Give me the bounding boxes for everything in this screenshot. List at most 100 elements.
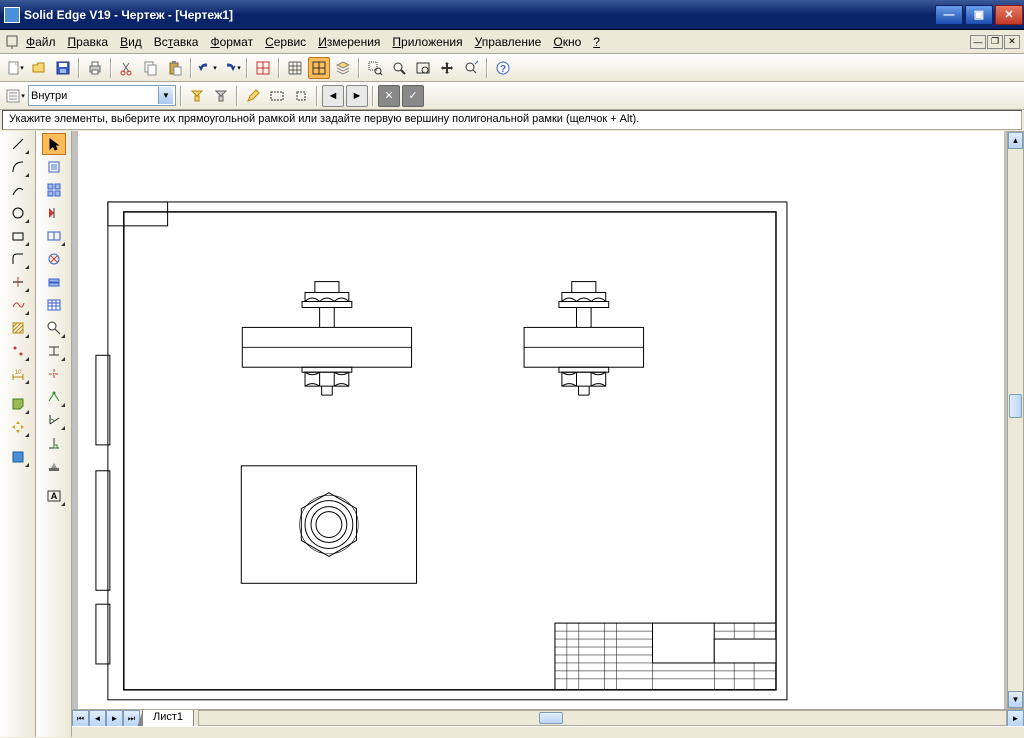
close-button[interactable]: ✕	[995, 5, 1023, 25]
menu-измерения[interactable]: Измерения	[312, 33, 386, 51]
window-title: Solid Edge V19 - Чертеж - [Чертеж1]	[24, 8, 934, 22]
angle-dim-tool[interactable]	[42, 409, 66, 431]
zoom-button[interactable]	[388, 57, 410, 79]
weld-tool[interactable]	[42, 455, 66, 477]
pan-button[interactable]	[436, 57, 458, 79]
paste-button[interactable]	[164, 57, 186, 79]
dimension-tool[interactable]: 10	[6, 363, 30, 385]
redo-button[interactable]: ▾	[220, 57, 242, 79]
select-rect-button[interactable]	[266, 85, 288, 107]
broken-view-tool[interactable]	[42, 248, 66, 270]
zoom-area-button[interactable]	[364, 57, 386, 79]
sheet-next[interactable]: ►	[106, 710, 123, 727]
menu-приложения[interactable]: Приложения	[386, 33, 468, 51]
filter-button-2[interactable]	[210, 85, 232, 107]
smart-dim-tool[interactable]	[42, 386, 66, 408]
mdi-restore[interactable]: ❐	[987, 35, 1003, 49]
line-tool[interactable]	[6, 133, 30, 155]
maximize-button[interactable]: ▣	[965, 5, 993, 25]
svg-text:?: ?	[500, 64, 506, 75]
section-tool[interactable]	[42, 202, 66, 224]
nav-right-button[interactable]: ►	[346, 85, 368, 107]
curve-tool[interactable]	[6, 294, 30, 316]
standard-toolbar: ▾ ▾ ▾ ?	[0, 54, 1024, 82]
edit-button[interactable]	[242, 85, 264, 107]
mdi-controls: ― ❐ ✕	[969, 35, 1020, 49]
arc-tool[interactable]	[6, 156, 30, 178]
text-tool[interactable]: A	[42, 485, 66, 507]
prompt-bar: Укажите элементы, выберите их прямоуголь…	[2, 110, 1022, 130]
print-button[interactable]	[84, 57, 106, 79]
trim-tool[interactable]	[6, 271, 30, 293]
connector-tool[interactable]	[42, 340, 66, 362]
grid-button[interactable]	[284, 57, 306, 79]
tangent-arc-tool[interactable]	[6, 179, 30, 201]
drawing-canvas[interactable]	[78, 131, 1004, 709]
filter-button-1[interactable]	[186, 85, 208, 107]
selection-options-button[interactable]: ▾	[4, 85, 26, 107]
menu-?[interactable]: ?	[587, 33, 606, 51]
help-button[interactable]: ?	[492, 57, 514, 79]
selection-mode-dropdown[interactable]: Внутри ▼	[28, 85, 176, 106]
perpendicular-tool[interactable]	[42, 432, 66, 454]
parts-list-tool[interactable]	[42, 179, 66, 201]
cancel-button[interactable]: ✕	[378, 85, 400, 107]
color-tool[interactable]	[6, 446, 30, 468]
undo-button[interactable]: ▾	[196, 57, 218, 79]
feature-toolbar: A	[36, 131, 72, 737]
detail-view-tool[interactable]	[42, 271, 66, 293]
new-button[interactable]: ▾	[4, 57, 26, 79]
menu-формат[interactable]: Формат	[204, 33, 259, 51]
sheet-tab[interactable]: Лист1	[142, 710, 194, 727]
sketch-button[interactable]	[252, 57, 274, 79]
point-tool[interactable]	[6, 340, 30, 362]
menu-сервис[interactable]: Сервис	[259, 33, 312, 51]
save-button[interactable]	[52, 57, 74, 79]
copy-button[interactable]	[140, 57, 162, 79]
move-tool[interactable]	[6, 416, 30, 438]
menu-файл[interactable]: Файл	[20, 33, 62, 51]
menu-правка[interactable]: Правка	[62, 33, 115, 51]
vertical-scrollbar[interactable]: ▲ ▼	[1007, 131, 1024, 709]
centerline-tool[interactable]	[42, 363, 66, 385]
menu-вставка[interactable]: Вставка	[148, 33, 205, 51]
minimize-button[interactable]: ―	[935, 5, 963, 25]
update-views-tool[interactable]	[42, 225, 66, 247]
menu-окно[interactable]: Окно	[547, 33, 587, 51]
sheet-first[interactable]: ⏮	[72, 710, 89, 727]
part-view-tool[interactable]	[42, 156, 66, 178]
hatch-tool[interactable]	[6, 317, 30, 339]
selection-mode-value: Внутри	[31, 90, 67, 102]
circle-tool[interactable]	[6, 202, 30, 224]
select-poly-button[interactable]	[290, 85, 312, 107]
snap-button[interactable]	[308, 57, 330, 79]
mdi-minimize[interactable]: ―	[970, 35, 986, 49]
horizontal-scrollbar[interactable]	[198, 710, 1007, 726]
cut-button[interactable]	[116, 57, 138, 79]
menu-вид[interactable]: Вид	[114, 33, 148, 51]
accept-button[interactable]: ✓	[402, 85, 424, 107]
mdi-close[interactable]: ✕	[1004, 35, 1020, 49]
table-tool[interactable]	[42, 294, 66, 316]
rectangle-tool[interactable]	[6, 225, 30, 247]
open-button[interactable]	[28, 57, 50, 79]
hscroll-right[interactable]: ►	[1007, 710, 1024, 727]
balloon-tool[interactable]	[42, 317, 66, 339]
sheet-tab-row: ⏮ ◄ ► ⏭ Лист1 ►	[72, 709, 1024, 726]
pin-icon[interactable]	[4, 34, 20, 50]
fillet-tool[interactable]	[6, 248, 30, 270]
main-area: 10 A	[0, 131, 1024, 737]
menubar: ФайлПравкаВидВставкаФорматСервисИзмерени…	[0, 30, 1024, 54]
view-tool[interactable]	[6, 393, 30, 415]
layers-button[interactable]	[332, 57, 354, 79]
status-strip	[72, 726, 1024, 737]
draw-toolbar: 10	[0, 131, 36, 737]
menu-управление[interactable]: Управление	[469, 33, 548, 51]
svg-text:A: A	[50, 491, 57, 501]
zoom-previous-button[interactable]	[460, 57, 482, 79]
select-tool[interactable]	[42, 133, 66, 155]
titlebar: Solid Edge V19 - Чертеж - [Чертеж1] ― ▣ …	[0, 0, 1024, 30]
fit-button[interactable]	[412, 57, 434, 79]
nav-left-button[interactable]: ◄	[322, 85, 344, 107]
sheet-prev[interactable]: ◄	[89, 710, 106, 727]
